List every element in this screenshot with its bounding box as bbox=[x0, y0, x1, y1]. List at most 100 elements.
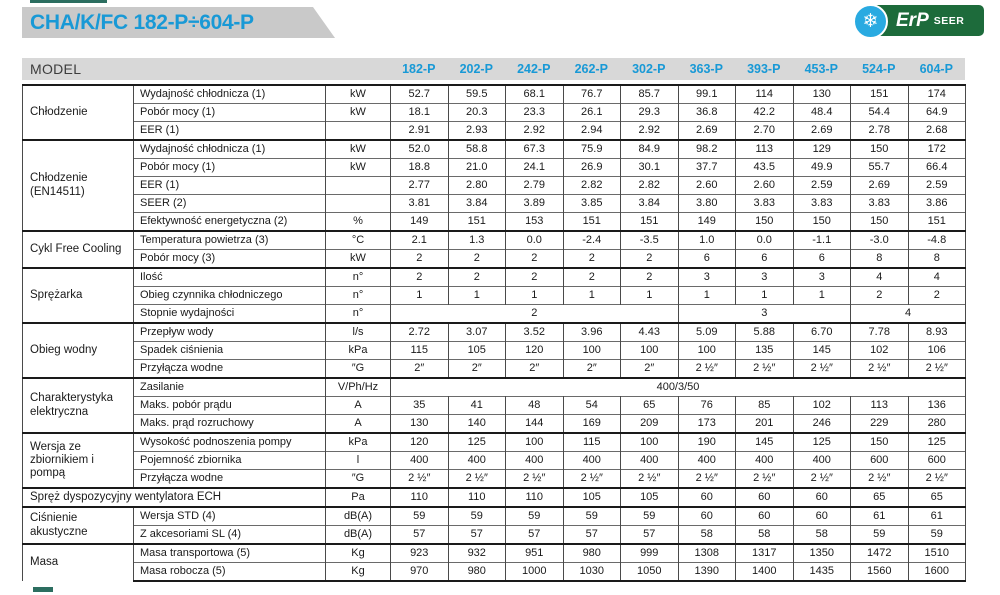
value-cell: 172 bbox=[907, 139, 966, 159]
value-cell: 57 bbox=[390, 525, 449, 544]
value-cell: 2″ bbox=[505, 359, 564, 378]
unit-cell: V/Ph/Hz bbox=[325, 377, 391, 397]
value-cell: 42.2 bbox=[735, 103, 794, 122]
value-cell: 1.0 bbox=[677, 230, 736, 250]
model-column-header: 302-P bbox=[632, 62, 666, 76]
value-cell: 113 bbox=[735, 139, 794, 159]
value-cell: 153 bbox=[505, 212, 564, 231]
section-name-cell: Wersja ze zbiornikiem i pompą bbox=[22, 432, 134, 488]
value-cell: 2.1 bbox=[390, 230, 449, 250]
value-cell: 151 bbox=[620, 212, 679, 231]
value-cell: 130 bbox=[792, 84, 851, 104]
value-cell: 7.78 bbox=[850, 322, 909, 342]
model-column-header: 393-P bbox=[747, 62, 781, 76]
value-cell: 2 ½″ bbox=[562, 469, 621, 488]
unit-cell: n° bbox=[325, 286, 391, 305]
spec-row: Pobór mocy (1) kW 18.1 20.3 23.3 26.1 29.3 36.8… bbox=[23, 103, 966, 122]
value-cell: 2″ bbox=[447, 359, 506, 378]
value-cell: 600 bbox=[850, 451, 909, 470]
value-cell: 145 bbox=[792, 341, 851, 360]
value-cell: 54 bbox=[562, 396, 621, 415]
value-cell: 114 bbox=[735, 84, 794, 104]
section-name-cell: Ciśnienie akustyczne bbox=[22, 506, 134, 544]
unit-cell: dB(A) bbox=[325, 525, 391, 544]
value-cell: 60 bbox=[735, 487, 794, 507]
model-column-header: 363-P bbox=[689, 62, 723, 76]
value-cell: 58 bbox=[792, 525, 851, 544]
value-cell: 2.92 bbox=[620, 121, 679, 140]
value-cell: 24.1 bbox=[505, 158, 564, 177]
value-cell: 66.4 bbox=[907, 158, 966, 177]
value-cell: 59 bbox=[620, 506, 679, 526]
unit-cell: °C bbox=[325, 230, 391, 250]
next-section-accent-mark bbox=[33, 587, 53, 592]
value-cell: 1050 bbox=[620, 562, 679, 582]
value-cell: 2 ½″ bbox=[792, 359, 851, 378]
value-cell: 1 bbox=[620, 286, 679, 305]
value-cell: 280 bbox=[907, 414, 966, 433]
value-cell: 2 ½″ bbox=[735, 359, 794, 378]
row-label-cell: Przepływ wody bbox=[133, 322, 326, 342]
spec-row: Maks. prąd rozruchowy A 130 140 144 169 209 173… bbox=[23, 414, 966, 433]
value-cell: 1560 bbox=[850, 562, 909, 582]
value-cell: 60 bbox=[677, 487, 736, 507]
value-cell: 8 bbox=[907, 249, 966, 268]
page-title: CHA/K/FC 182-P÷604-P bbox=[30, 10, 254, 34]
value-cell: 1 bbox=[735, 286, 794, 305]
spec-row: Spręż dyspozycyjny wentylatora ECH Pa 110 1… bbox=[22, 487, 966, 507]
value-cell: 61 bbox=[907, 506, 966, 526]
unit-cell: kPa bbox=[325, 432, 391, 452]
value-cell: 150 bbox=[792, 212, 851, 231]
value-cell: 151 bbox=[850, 84, 909, 104]
value-cell: 98.2 bbox=[677, 139, 736, 159]
value-cell: 2 bbox=[620, 249, 679, 268]
spec-row: Charakterystyka elektryczna Zasilanie V/Ph… bbox=[22, 377, 966, 433]
value-cell: 2″ bbox=[390, 359, 449, 378]
value-cell: 2.92 bbox=[505, 121, 564, 140]
model-column-header: 453-P bbox=[804, 62, 838, 76]
value-cell: 30.1 bbox=[620, 158, 679, 177]
value-cell: 2.80 bbox=[447, 176, 506, 195]
value-cell: 2 bbox=[850, 286, 909, 305]
value-cell: 37.7 bbox=[677, 158, 736, 177]
value-cell: 2 bbox=[620, 267, 679, 287]
value-cell: 76 bbox=[677, 396, 736, 415]
value-cell: 2 ½″ bbox=[735, 469, 794, 488]
value-cell: 59 bbox=[850, 525, 909, 544]
value-cell: 100 bbox=[620, 432, 679, 452]
spec-table-body: Chłodzenie Wydajność chłodnicza (1) kW 52.7… bbox=[22, 84, 966, 582]
value-cell: 2 ½″ bbox=[792, 469, 851, 488]
value-cell: 2 ½″ bbox=[677, 359, 736, 378]
value-cell: 2.94 bbox=[562, 121, 621, 140]
value-cell: 2.82 bbox=[620, 176, 679, 195]
row-label-cell: EER (1) bbox=[133, 121, 326, 140]
value-cell: 2.60 bbox=[677, 176, 736, 195]
erp-seer-badge: ErP SEER ❄ bbox=[853, 4, 987, 39]
row-label-cell: Pobór mocy (1) bbox=[133, 158, 326, 177]
value-cell: 2 bbox=[505, 267, 564, 287]
value-cell: 3.83 bbox=[735, 194, 794, 213]
value-cell: 113 bbox=[850, 396, 909, 415]
unit-cell: kW bbox=[325, 158, 391, 177]
spec-row: Przyłącza wodne ″G 2 ½″ 2 ½″ 2 ½″ 2 ½″ 2 ½″ 2 ½… bbox=[23, 469, 966, 488]
value-cell: 400 bbox=[447, 451, 506, 470]
value-cell: 2.93 bbox=[447, 121, 506, 140]
row-label-cell: SEER (2) bbox=[133, 194, 326, 213]
value-cell: 105 bbox=[620, 487, 679, 507]
value-cell: 1 bbox=[505, 286, 564, 305]
value-cell: 58 bbox=[735, 525, 794, 544]
value-cell: 54.4 bbox=[850, 103, 909, 122]
value-cell: 150 bbox=[735, 212, 794, 231]
value-cell: 18.1 bbox=[390, 103, 449, 122]
spec-row: Obieg wodny Przepływ wody l/s 2.72 3.07 3.52 3… bbox=[22, 322, 966, 378]
value-cell: 190 bbox=[677, 432, 736, 452]
spec-row: Pobór mocy (3) kW 2 2 2 2 2 6 6 6 8 8 bbox=[23, 249, 966, 268]
value-cell: 85.7 bbox=[620, 84, 679, 104]
unit-cell: kW bbox=[325, 103, 391, 122]
row-label-cell: Przyłącza wodne bbox=[133, 469, 326, 488]
section-name-cell: Spręż dyspozycyjny wentylatora ECH bbox=[22, 487, 326, 507]
value-cell: 144 bbox=[505, 414, 564, 433]
model-column-header: 242-P bbox=[517, 62, 551, 76]
value-cell: 105 bbox=[447, 341, 506, 360]
value-cell: 400/3/50 bbox=[390, 377, 966, 397]
